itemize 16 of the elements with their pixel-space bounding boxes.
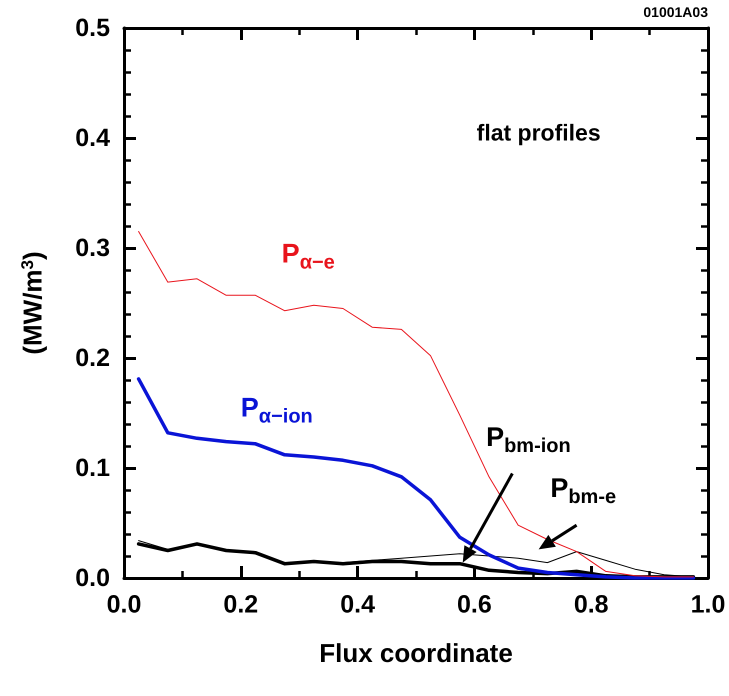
x-tick-label: 0.2 [223,590,258,618]
y-tick-label: 0.0 [75,564,110,592]
y-tick-label: 0.5 [75,14,110,42]
text: 01001A03 [643,4,708,20]
x-tick-label: 1.0 [690,590,726,618]
y-tick-label: 0.1 [75,454,110,482]
y-tick-label: 0.3 [75,234,110,262]
annotation: flat profiles [476,120,601,146]
y-tick-label: 0.4 [75,124,110,152]
x-axis-title: Flux coordinate [319,638,513,668]
x-tick-label: 0.8 [574,590,609,618]
x-tick-label: 0.6 [457,590,492,618]
x-tick-label: 0.4 [340,590,376,618]
y-tick-label: 0.2 [75,344,110,372]
x-tick-label: 0.0 [106,590,142,618]
y-axis-title: (MW/m3) [18,251,48,355]
